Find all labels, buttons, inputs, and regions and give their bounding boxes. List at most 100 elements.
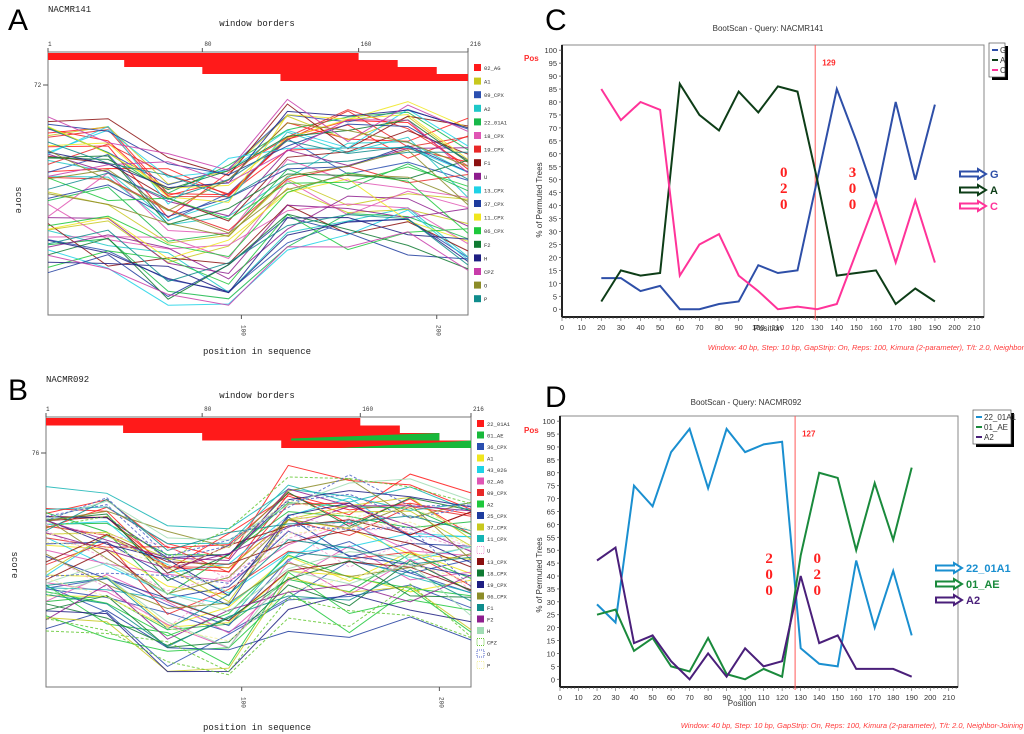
- similarity-line-h: [45, 478, 472, 541]
- legend-swatch: [477, 443, 484, 450]
- similarity-line-cpz: [47, 119, 469, 184]
- x-tick-label: 40: [630, 693, 638, 702]
- legend-label: A1: [487, 456, 494, 463]
- top-tick-label: 1: [48, 41, 52, 48]
- similarity-line-h: [47, 216, 469, 294]
- similarity-line-p: [47, 140, 469, 200]
- x-tick-label: 100: [752, 323, 765, 332]
- x-tick-label: 110: [772, 323, 784, 332]
- y-tick-label: 80: [547, 469, 555, 478]
- legend-swatch: [474, 77, 481, 85]
- similarity-line-p: [45, 499, 472, 571]
- x-tick-label: 120: [776, 693, 789, 702]
- panel-letter-a: A: [8, 4, 29, 37]
- y-tick-label: 85: [547, 456, 555, 465]
- chart-d-title: BootScan - Query: NACMR092: [691, 398, 802, 407]
- legend-label: 37_CPX: [487, 525, 508, 532]
- similarity-line-11_cpx: [47, 101, 469, 189]
- legend-label: A2: [984, 433, 994, 442]
- legend-swatch: [474, 281, 481, 289]
- breakpoint-label: 129: [822, 59, 836, 68]
- window-bar: [48, 53, 359, 60]
- plot-frame: [561, 44, 985, 318]
- x-tick-label: 200: [948, 323, 961, 332]
- legend-swatch: [474, 213, 481, 221]
- similarity-line-a2: [45, 571, 472, 666]
- similarity-line-h: [47, 218, 469, 294]
- x-tick-label: 210: [942, 693, 955, 702]
- x-tick-label: 40: [636, 323, 644, 332]
- y-tick-label: 55: [547, 533, 555, 542]
- similarity-line-f1: [45, 498, 472, 552]
- legend-swatch: [477, 512, 484, 519]
- similarity-line-06_cpx: [45, 503, 472, 595]
- y-tick-label: 95: [547, 430, 555, 439]
- legend-swatch: [477, 627, 484, 634]
- x-tick-label: 0: [560, 323, 564, 332]
- legend-swatch: [474, 172, 481, 180]
- chart-b-ylabel: score: [9, 551, 19, 578]
- legend-swatch: [474, 268, 481, 275]
- y-tick-label: 30: [549, 228, 557, 237]
- y-tick-label: 80: [549, 98, 557, 107]
- legend-label: O: [484, 283, 488, 290]
- similarity-line-18_cpx: [47, 158, 469, 235]
- chart-d-ylabel: % of Permuted Trees: [535, 537, 544, 612]
- similarity-line-11_cpx: [47, 113, 469, 203]
- breakpoint-label: 127: [802, 430, 816, 439]
- similarity-line-h: [45, 546, 472, 613]
- arrow-icon: [959, 199, 988, 213]
- similarity-line-f2: [45, 488, 472, 562]
- y-tick-label: 20: [547, 624, 555, 633]
- x-tick-label: 50: [656, 323, 664, 332]
- similarity-line-f1: [45, 539, 472, 630]
- similarity-line-f1: [47, 130, 469, 222]
- legend-swatch: [474, 227, 481, 235]
- series-line-g: [601, 85, 936, 311]
- segment-annotation-digit: 0: [765, 583, 773, 599]
- x-tick-label: 90: [722, 693, 730, 702]
- similarity-line-11_cpx: [45, 551, 472, 622]
- y-tick-label: 65: [547, 507, 555, 516]
- y-tick-label: 5: [551, 662, 555, 671]
- plot-frame: [559, 415, 959, 688]
- bottom-tick-label: 200: [437, 697, 444, 708]
- x-tick-label: 30: [611, 693, 619, 702]
- segment-annotation-digit: 0: [780, 165, 788, 181]
- legend-swatch: [474, 64, 481, 71]
- x-tick-label: 100: [739, 693, 752, 702]
- y-tick-label: 35: [549, 215, 557, 224]
- chart-c-ylabel: % of Permuted Trees: [535, 162, 544, 237]
- y-tick-label: 30: [547, 598, 555, 607]
- legend-label: 06_CPX: [487, 594, 508, 601]
- legend-swatch: [477, 615, 484, 623]
- y-tick-label: 75: [549, 111, 557, 120]
- legend-label: U: [484, 174, 487, 181]
- similarity-line-a1: [45, 570, 472, 628]
- y-tick-label: 40: [547, 572, 555, 581]
- similarity-line-06_cpx: [47, 166, 469, 220]
- legend-swatch: [477, 466, 484, 473]
- panel-letter-c: C: [545, 4, 567, 37]
- similarity-line-o: [47, 149, 469, 238]
- y-tick-label: 15: [547, 637, 555, 646]
- similarity-line-cpz: [45, 597, 472, 673]
- x-tick-label: 170: [868, 693, 881, 702]
- y-tick-label: 10: [547, 649, 555, 658]
- chart-a-ylabel: score: [13, 186, 23, 213]
- x-tick-label: 200: [924, 693, 937, 702]
- legend-label: 02_AG: [484, 65, 501, 72]
- legend-label: C: [1000, 66, 1006, 75]
- similarity-line-f1: [45, 569, 472, 648]
- x-tick-label: 180: [909, 323, 922, 332]
- bottom-tick-label: 200: [435, 325, 442, 336]
- chart-b-subtitle: window borders: [219, 391, 295, 401]
- x-tick-label: 150: [831, 693, 844, 702]
- chart-c-footnote: Window: 40 bp, Step: 10 bp, GapStrip: On…: [708, 343, 1024, 352]
- legend-label: H: [487, 628, 490, 635]
- similarity-line-u: [45, 529, 472, 629]
- x-tick-label: 190: [929, 323, 942, 332]
- legend-label: 19_CPX: [487, 582, 508, 589]
- chart-b-title: NACMR092: [46, 375, 89, 385]
- legend-label: 25_CPX: [487, 513, 508, 520]
